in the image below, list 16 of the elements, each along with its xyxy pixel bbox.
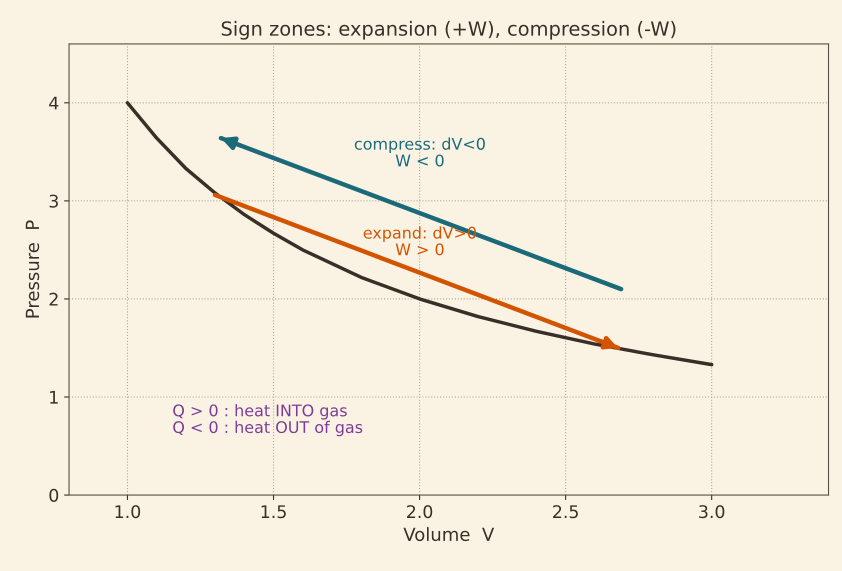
y-axis-title: Pressure P — [26, 220, 40, 318]
x-axis-title: Volume V — [403, 527, 494, 542]
x-tick-label: 2.0 — [407, 505, 432, 518]
y-tick-label: 4 — [49, 96, 58, 110]
chart-title: Sign zones: expansion (+W), compression (-W) — [222, 20, 676, 40]
y-tick-label: 0 — [49, 488, 58, 502]
x-tick-label: 2.5 — [553, 505, 578, 518]
y-tick-label: 1 — [50, 390, 58, 404]
line-series — [126, 101, 714, 366]
annotation: Q > 0 : heat INTO gas Q < 0 : heat OUT of gas — [173, 404, 362, 436]
y-tick-label: 3 — [50, 194, 58, 208]
x-tick-label: 1.5 — [262, 505, 286, 518]
x-tick-label: 3.0 — [699, 505, 724, 518]
x-tick-label: 1.0 — [116, 505, 140, 518]
y-tick-label: 2 — [50, 292, 58, 306]
annotation: compress: dV<0 W < 0 — [354, 138, 485, 167]
